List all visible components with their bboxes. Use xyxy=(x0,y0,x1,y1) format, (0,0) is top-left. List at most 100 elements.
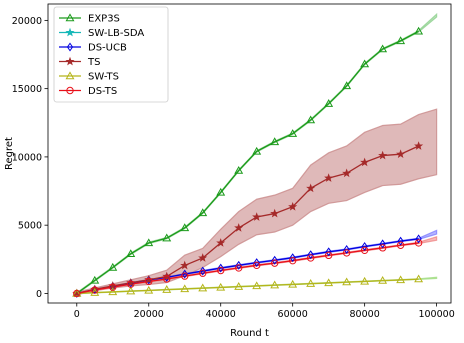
marker-exp3s xyxy=(144,238,154,247)
marker-sw-ts xyxy=(342,277,352,286)
legend-marker-exp3s xyxy=(65,13,75,22)
x-axis-label: Round t xyxy=(230,328,269,339)
marker-exp3s xyxy=(378,44,388,53)
marker-sw-ts xyxy=(90,288,100,296)
marker-ts xyxy=(180,260,190,270)
marker-ds-ucb xyxy=(307,250,314,260)
marker-exp3s xyxy=(306,115,316,124)
marker-sw-ts xyxy=(378,276,388,284)
legend-label-ds-ucb: DS-UCB xyxy=(88,43,127,54)
marker-ds-ts xyxy=(306,254,315,262)
marker-exp3s xyxy=(216,187,226,196)
marker-ts xyxy=(270,208,280,218)
marker-ds-ucb xyxy=(325,247,332,257)
marker-ds-ts xyxy=(145,277,153,286)
marker-exp3s xyxy=(414,26,424,35)
marker-ds-ucb xyxy=(379,239,386,249)
marker-exp3s xyxy=(126,249,136,258)
marker-exp3s xyxy=(90,275,100,284)
marker-ds-ucb xyxy=(289,253,296,263)
marker-sw-ts xyxy=(234,282,244,290)
marker-sw-ts xyxy=(396,275,406,284)
marker-ds-ucb xyxy=(397,236,404,246)
marker-ts xyxy=(306,183,316,193)
marker-ds-ts xyxy=(270,259,279,267)
marker-exp3s xyxy=(198,208,208,217)
marker-sw-ts xyxy=(198,283,208,292)
marker-ts xyxy=(378,150,388,160)
marker-exp3s xyxy=(180,223,190,232)
marker-ds-ucb xyxy=(217,263,224,273)
marker-ds-ts xyxy=(181,272,189,280)
x-tick-label: 100000 xyxy=(418,309,454,320)
marker-ds-ts xyxy=(127,280,135,288)
legend-label-ts: TS xyxy=(87,57,100,68)
legend-marker-ds-ts xyxy=(66,86,74,95)
marker-ds-ucb xyxy=(199,266,206,276)
series-markers xyxy=(72,26,424,298)
line-sw-ts xyxy=(76,278,419,295)
x-tick-label: 40000 xyxy=(206,309,236,320)
legend-label-ds-ts: DS-TS xyxy=(88,86,117,97)
marker-ts xyxy=(216,238,226,247)
marker-ds-ucb xyxy=(343,245,350,254)
marker-exp3s xyxy=(234,165,244,174)
marker-sw-ts xyxy=(414,274,424,283)
marker-ds-ts xyxy=(378,244,387,252)
marker-exp3s xyxy=(252,146,262,155)
marker-exp3s xyxy=(108,262,118,271)
y-axis-label: Regret xyxy=(4,137,15,170)
marker-exp3s xyxy=(396,36,406,45)
marker-sw-ts xyxy=(162,285,172,293)
marker-ds-ts xyxy=(73,289,81,298)
y-tick-label: 15000 xyxy=(12,84,42,95)
marker-ts xyxy=(324,173,334,182)
plot-frame xyxy=(47,3,452,304)
legend-marker-sw-ts xyxy=(65,71,75,80)
y-tick-label: 0 xyxy=(36,289,42,300)
marker-ds-ts xyxy=(235,264,243,272)
marker-ds-ts xyxy=(163,275,171,283)
marker-ts xyxy=(126,278,136,287)
marker-ts xyxy=(234,223,244,232)
marker-ts xyxy=(342,168,352,178)
marker-ds-ts xyxy=(199,269,207,277)
x-axis-ticks: 0 20000 40000 60000 80000 100000 xyxy=(74,303,455,320)
marker-ds-ucb xyxy=(415,234,422,244)
marker-ds-ucb xyxy=(271,255,278,265)
marker-exp3s xyxy=(342,81,352,90)
marker-ds-ts xyxy=(414,239,423,247)
marker-ts xyxy=(414,141,424,150)
marker-ds-ts xyxy=(217,266,225,275)
x-tick-label: 20000 xyxy=(134,309,164,320)
legend-label-exp3s: EXP3S xyxy=(88,14,120,25)
y-tick-label: 20000 xyxy=(12,16,42,27)
marker-ds-ucb xyxy=(361,242,368,251)
marker-sw-ts xyxy=(306,279,316,287)
marker-exp3s xyxy=(324,99,334,107)
x-tick-label: 80000 xyxy=(350,309,380,320)
marker-exp3s xyxy=(288,129,298,137)
marker-ts xyxy=(252,212,262,221)
y-tick-label: 10000 xyxy=(12,152,42,163)
legend-label-sw-lb-sda: SW-LB-SDA xyxy=(88,28,144,39)
marker-sw-ts xyxy=(252,281,262,290)
y-tick-label: 5000 xyxy=(18,221,42,232)
marker-exp3s xyxy=(360,59,370,68)
legend-marker-ds-ucb xyxy=(66,42,74,52)
marker-ds-ts xyxy=(342,249,351,257)
marker-sw-ts xyxy=(144,285,154,294)
marker-ts xyxy=(198,253,208,262)
marker-ds-ts xyxy=(109,283,117,291)
marker-ds-ts xyxy=(288,256,297,265)
marker-ds-ucb xyxy=(253,258,260,268)
marker-sw-ts xyxy=(108,287,118,296)
marker-ts xyxy=(144,275,154,284)
marker-ds-ts xyxy=(396,241,405,249)
marker-sw-ts xyxy=(72,288,82,297)
y-axis-ticks: 0 5000 10000 15000 20000 xyxy=(12,16,48,300)
marker-sw-ts xyxy=(288,279,298,288)
marker-ts xyxy=(396,149,406,159)
marker-sw-ts xyxy=(324,278,334,287)
